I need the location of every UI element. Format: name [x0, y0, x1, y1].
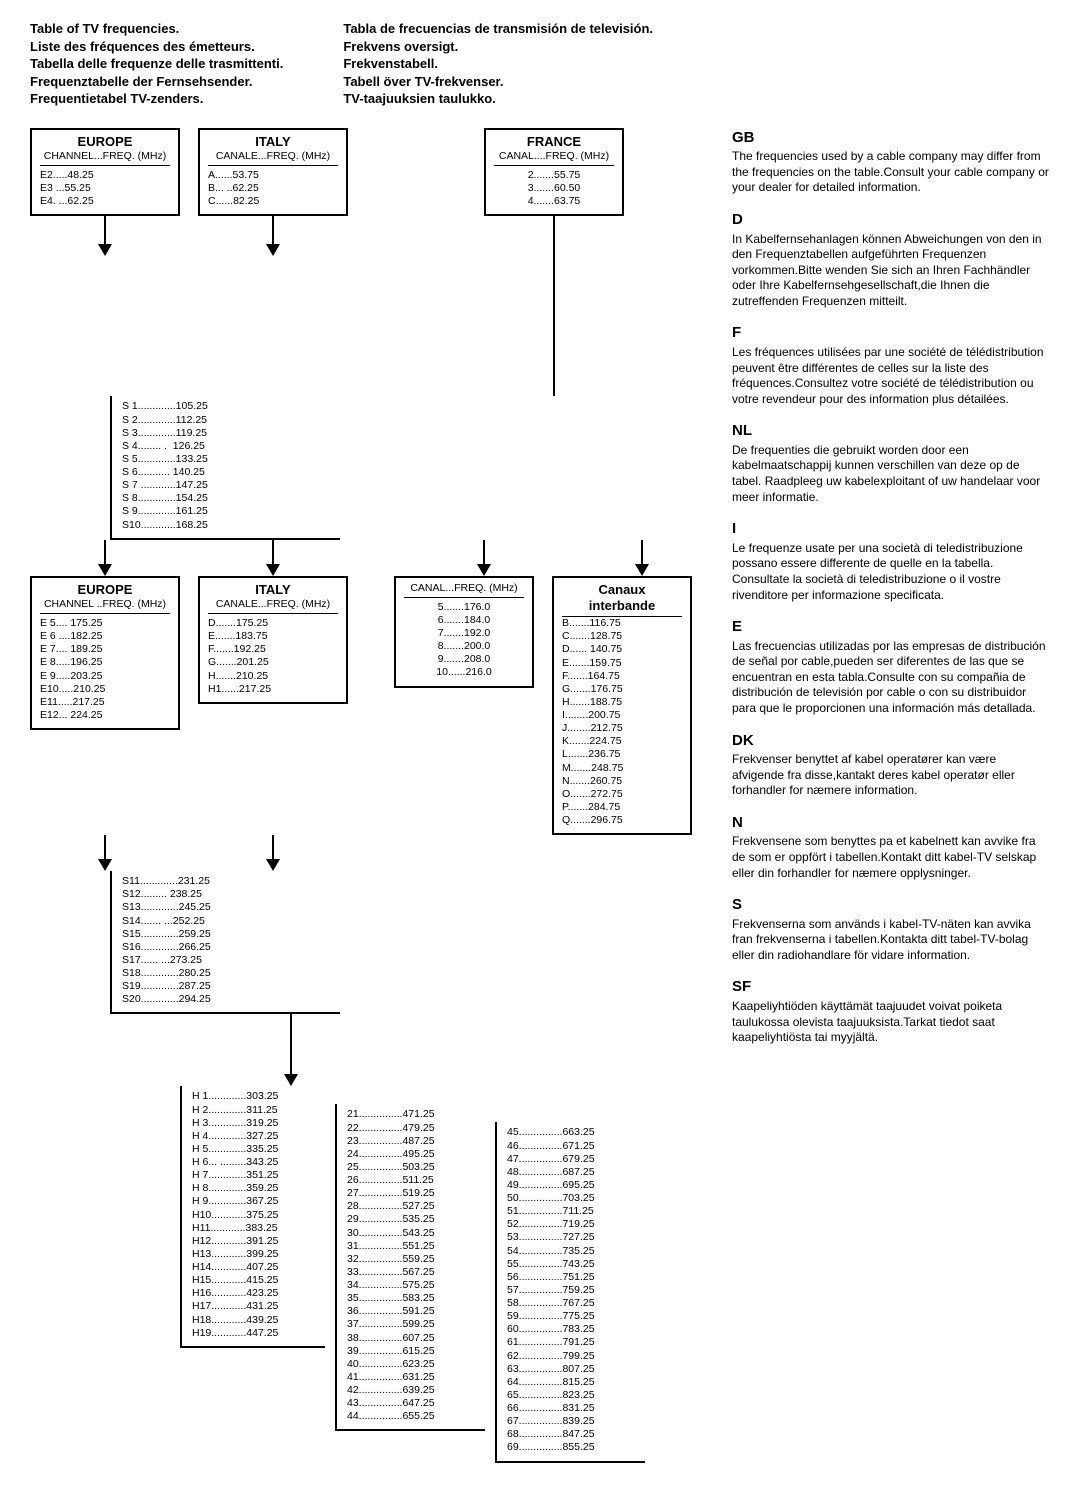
box-france-2: CANAL...FREQ. (MHz) 5.......176.0 6.....…	[394, 576, 534, 688]
box-italy-2: ITALY CANALE...FREQ. (MHz) D.......175.2…	[198, 576, 348, 704]
titles-right: Tabla de frecuencias de transmisión de t…	[343, 20, 653, 108]
list-uhf-21-44: 21...............471.25 22..............…	[335, 1104, 485, 1431]
note-f: FLes fréquences utilisées par une sociét…	[732, 323, 1050, 407]
box-france-1: FRANCE CANAL....FREQ. (MHz) 2.......55.7…	[484, 128, 624, 217]
box-europe-1: EUROPE CHANNEL...FREQ. (MHz) E2.....48.2…	[30, 128, 180, 217]
note-i: ILe frequenze usate per una società di t…	[732, 519, 1050, 603]
box-europe-2: EUROPE CHANNEL ..FREQ. (MHz) E 5.... 175…	[30, 576, 180, 730]
box-italy-1: ITALY CANALE...FREQ. (MHz) A......53.75 …	[198, 128, 348, 217]
language-notes: GBThe frequencies used by a cable compan…	[732, 128, 1050, 1463]
box-interband: Canaux interbande B.......116.75 C......…	[552, 576, 692, 836]
list-s1-s10: S 1.............105.25 S 2.............1…	[110, 396, 340, 539]
titles-left: Table of TV frequencies. Liste des fréqu…	[30, 20, 283, 108]
list-uhf-45-69: 45...............663.25 46..............…	[495, 1122, 645, 1462]
note-gb: GBThe frequencies used by a cable compan…	[732, 128, 1050, 196]
note-d: DIn Kabelfernsehanlagen können Abweichun…	[732, 210, 1050, 309]
list-h: H 1.............303.25 H 2.............3…	[180, 1086, 325, 1347]
frequency-diagram: EUROPE CHANNEL...FREQ. (MHz) E2.....48.2…	[30, 128, 712, 1463]
note-n: NFrekvensene som benyttes pa et kabelnet…	[732, 813, 1050, 881]
note-sf: SFKaapeliyhtiöden käyttämät taajuudet vo…	[732, 977, 1050, 1045]
note-nl: NLDe frequenties die gebruikt worden doo…	[732, 421, 1050, 505]
note-dk: DKFrekvenser benyttet af kabel operatøre…	[732, 731, 1050, 799]
note-s: SFrekvenserna som används i kabel-TV-nät…	[732, 895, 1050, 963]
title-block: Table of TV frequencies. Liste des fréqu…	[30, 20, 1050, 108]
list-s11-s20: S11.............231.25 S12......... 238.…	[110, 871, 340, 1014]
note-e: ELas frecuencias utilizadas por las empr…	[732, 617, 1050, 716]
